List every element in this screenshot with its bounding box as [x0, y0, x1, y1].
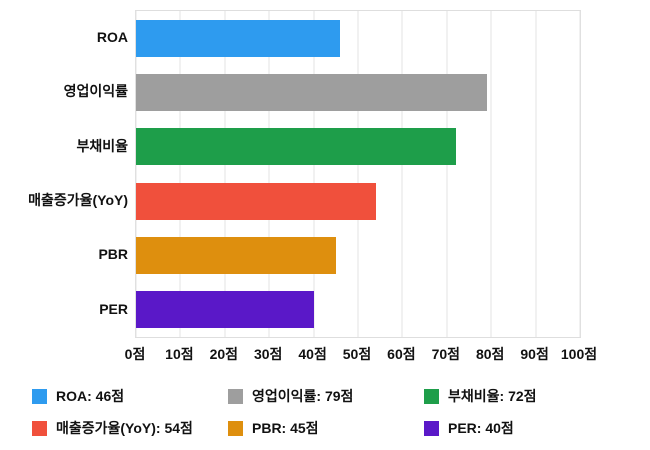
gridline [446, 11, 448, 337]
legend-item: 부채비율: 72점 [424, 386, 620, 406]
x-tick-label: 90점 [520, 346, 549, 362]
x-tick-label: 10점 [165, 346, 194, 362]
bar-PBR [136, 237, 336, 274]
legend-item: ROA: 46점 [32, 386, 228, 406]
legend-swatch [228, 420, 243, 436]
bar-ROA [136, 19, 341, 57]
legend-label: 영업이익률: 79점 [252, 388, 354, 404]
x-axis: 0점 10점 20점 30점 40점 50점 60점 70점 80점 90점 100점 [125, 344, 597, 364]
gridline [535, 11, 537, 337]
x-tick-label: 80점 [475, 346, 505, 362]
legend-label: ROA: 46점 [56, 388, 125, 404]
category-label: PBR [98, 246, 128, 263]
legend-item: PBR: 45점 [228, 418, 424, 438]
x-tick-label: 40점 [298, 346, 327, 362]
legend-label: PBR: 45점 [252, 420, 319, 436]
x-tick-label: 20점 [209, 346, 239, 362]
bar-부채비율 [136, 128, 456, 166]
legend-label: PER: 40점 [448, 420, 514, 436]
x-tick-label: 100점 [560, 346, 598, 362]
gridline [357, 11, 359, 337]
category-label: 매출증가율(YoY) [28, 192, 128, 208]
legend-swatch [32, 420, 47, 436]
x-tick-label: 70점 [431, 346, 461, 362]
category-label: 부채비율 [76, 137, 128, 154]
legend-label: 부채비율: 72점 [448, 388, 537, 404]
legend-swatch [424, 388, 439, 404]
x-tick-label: 50점 [342, 346, 372, 362]
gridline [268, 11, 270, 337]
x-tick-label: 30점 [253, 346, 283, 362]
gridline [224, 11, 226, 337]
gridline [313, 11, 315, 337]
category-label: PER [99, 300, 128, 317]
x-tick-label: 0점 [124, 346, 146, 362]
gridline [401, 11, 403, 337]
bar-PER [136, 291, 314, 329]
legend-item: PER: 40점 [424, 418, 620, 438]
legend-item: 영업이익률: 79점 [228, 386, 424, 406]
gridline [490, 11, 492, 337]
gridline [579, 11, 581, 337]
bar-매출증가율(YoY) [136, 182, 376, 220]
plot-area [135, 10, 581, 338]
gridline [135, 11, 137, 337]
x-tick-label: 60점 [387, 346, 416, 362]
legend-swatch [228, 388, 243, 404]
bar-영업이익률 [136, 74, 487, 111]
legend-item: 매출증가율(YoY): 54점 [32, 418, 228, 438]
legend-swatch [424, 420, 439, 436]
legend-swatch [32, 388, 47, 404]
legend-label: 매출증가율(YoY): 54점 [56, 420, 193, 436]
gridline [179, 11, 181, 337]
category-label: ROA [96, 29, 128, 45]
category-label: 영업이익률 [63, 83, 128, 100]
